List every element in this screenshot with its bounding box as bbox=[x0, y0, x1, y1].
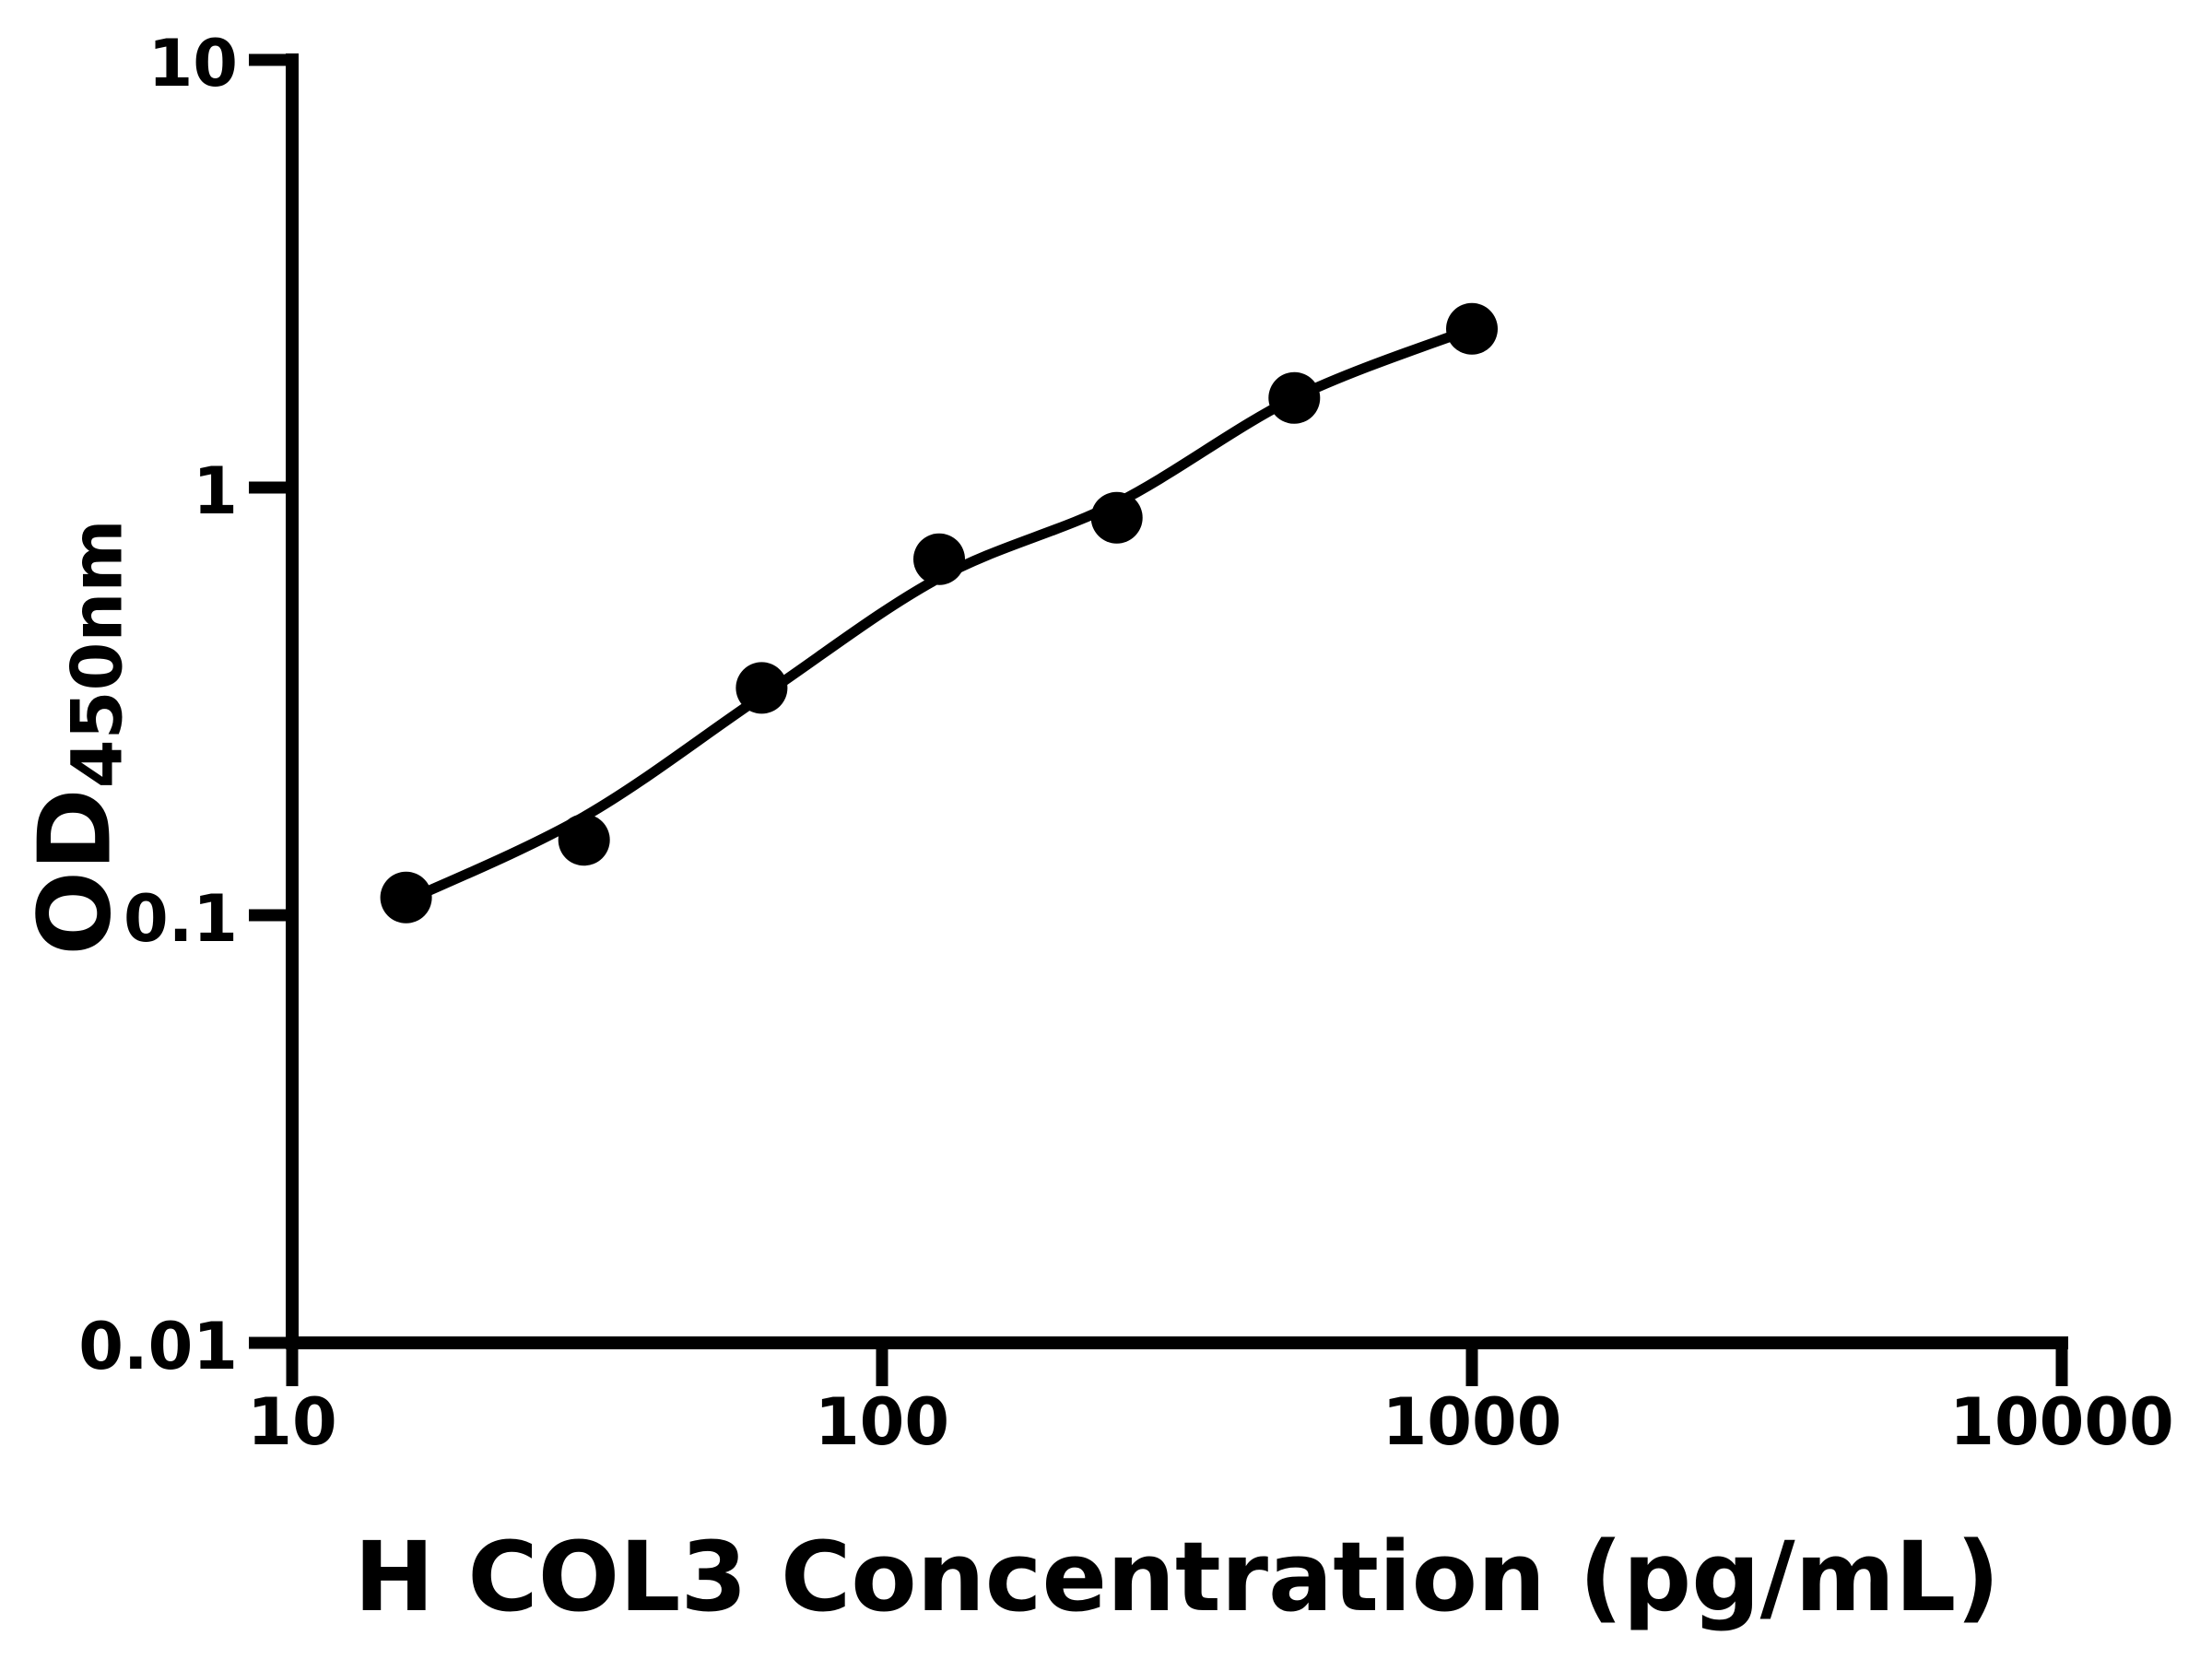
data-point-5 bbox=[1090, 491, 1143, 544]
data-point-1 bbox=[380, 871, 432, 924]
x-tick-label-100: 100 bbox=[814, 1384, 950, 1460]
x-tick-label-10000: 10000 bbox=[1949, 1384, 2174, 1460]
y-tick bbox=[249, 53, 299, 66]
y-tick bbox=[249, 909, 299, 922]
y-tick-label-0.1: 0.1 bbox=[123, 881, 238, 958]
x-axis-line bbox=[286, 1336, 2068, 1349]
x-tick bbox=[876, 1336, 888, 1386]
data-point-4 bbox=[913, 533, 965, 585]
y-axis-title-main: OD bbox=[18, 788, 134, 956]
data-point-7 bbox=[1446, 302, 1498, 355]
y-tick-label-10: 10 bbox=[147, 26, 238, 102]
y-axis-title: OD450nm bbox=[18, 519, 138, 956]
x-tick bbox=[1465, 1336, 1478, 1386]
y-tick bbox=[249, 481, 299, 494]
y-axis-title-sub: 450nm bbox=[55, 519, 138, 789]
x-tick-label-10: 10 bbox=[247, 1384, 337, 1460]
y-axis-line bbox=[286, 53, 299, 1349]
data-point-2 bbox=[558, 814, 610, 866]
x-tick bbox=[286, 1336, 299, 1386]
x-tick bbox=[2055, 1336, 2068, 1386]
data-point-3 bbox=[735, 662, 788, 714]
x-tick-label-1000: 1000 bbox=[1382, 1384, 1562, 1460]
x-axis-title: H COL3 Concentration (pg/mL) bbox=[354, 1521, 2000, 1633]
y-tick-label-1: 1 bbox=[193, 453, 238, 530]
data-point-6 bbox=[1268, 371, 1321, 424]
y-tick-label-0.01: 0.01 bbox=[78, 1309, 238, 1385]
